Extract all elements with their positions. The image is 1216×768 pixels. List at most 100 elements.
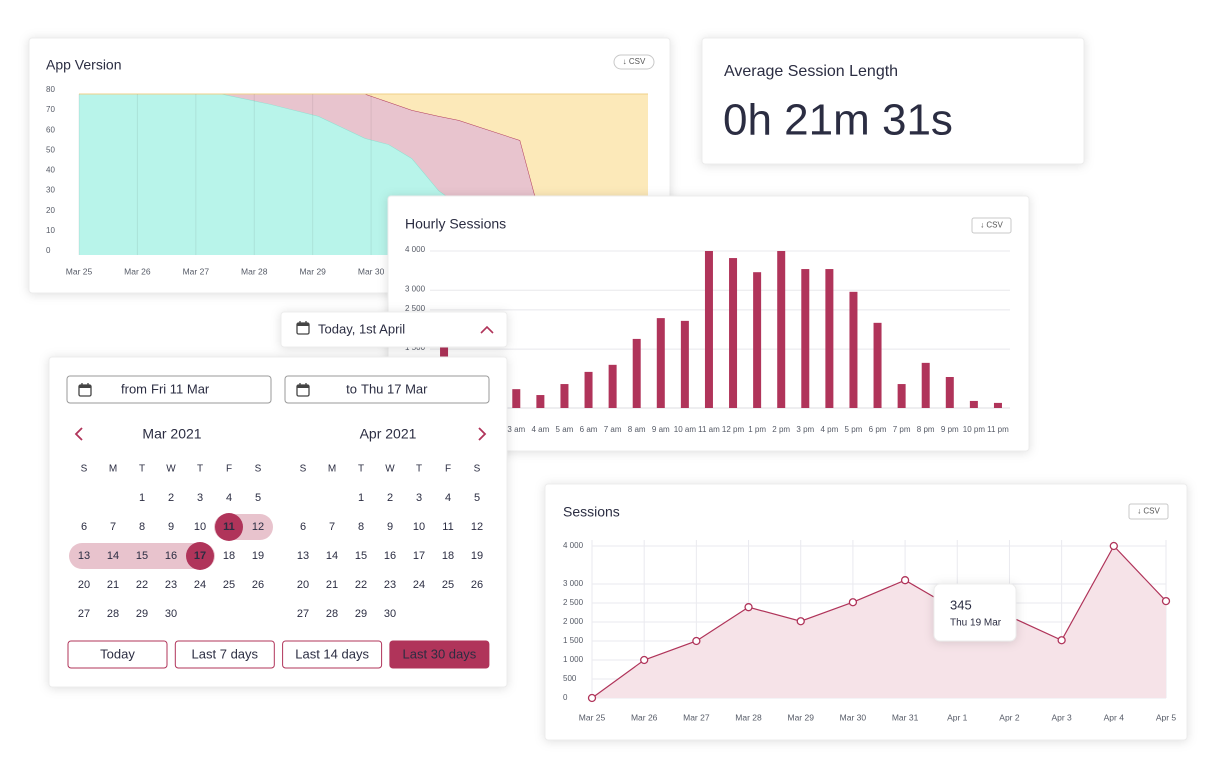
day[interactable]: 5 [255, 492, 261, 504]
day[interactable]: 2 [387, 492, 393, 504]
day[interactable]: 3 [197, 492, 203, 504]
day[interactable]: 28 [107, 608, 119, 620]
day[interactable]: 25 [223, 579, 235, 591]
day[interactable]: 26 [471, 579, 483, 591]
day[interactable]: 7 [329, 521, 335, 533]
day[interactable]: 22 [355, 579, 367, 591]
bar [921, 362, 930, 408]
point [900, 576, 910, 585]
preset-button[interactable] [174, 640, 275, 669]
day[interactable]: 3 [416, 492, 422, 504]
day[interactable]: 8 [139, 521, 145, 533]
point [692, 636, 701, 646]
bar [897, 384, 906, 408]
day[interactable]: 11 [442, 521, 453, 533]
day[interactable]: 20 [78, 579, 90, 591]
preset-button[interactable] [282, 640, 383, 669]
day[interactable]: 21 [326, 579, 338, 591]
day[interactable]: 18 [223, 550, 235, 562]
csv-button-label[interactable]: ↓ CSV [623, 57, 646, 66]
preset-button-label[interactable]: Last 14 days [295, 646, 369, 661]
day[interactable]: 5 [474, 492, 480, 504]
next-month[interactable] [478, 427, 487, 441]
day[interactable]: 21 [107, 579, 119, 591]
day[interactable]: 7 [110, 521, 116, 533]
day[interactable]: 25 [442, 579, 454, 591]
selected-day[interactable] [215, 513, 243, 541]
day[interactable]: 27 [297, 608, 309, 620]
day[interactable]: 27 [78, 608, 90, 620]
day[interactable]: 26 [252, 579, 264, 591]
day[interactable]: 23 [384, 579, 396, 591]
day[interactable]: 1 [139, 492, 145, 504]
day[interactable]: 30 [165, 608, 177, 620]
day[interactable]: 4 [226, 492, 232, 504]
weekday: W [166, 464, 176, 475]
day[interactable]: 15 [136, 550, 148, 562]
day[interactable]: 20 [297, 579, 309, 591]
x-tick-label: Mar 28 [735, 712, 762, 722]
day[interactable]: 29 [136, 608, 148, 620]
day[interactable]: 17 [413, 550, 425, 562]
preset-button-label[interactable]: Today [100, 646, 135, 661]
csv-button[interactable] [1128, 503, 1169, 520]
area [592, 546, 1166, 698]
day[interactable]: 10 [194, 521, 206, 533]
day[interactable]: 12 [252, 521, 264, 533]
chart-title: Sessions [563, 504, 620, 520]
day[interactable]: 14 [107, 550, 119, 562]
day[interactable]: 29 [355, 608, 367, 620]
day[interactable]: 13 [297, 550, 309, 562]
day[interactable]: 16 [384, 550, 396, 562]
day[interactable]: 24 [413, 579, 425, 591]
day[interactable]: 13 [78, 550, 90, 562]
day[interactable]: 28 [326, 608, 338, 620]
chart-title: App Version [46, 57, 122, 73]
date-selector-label[interactable]: Today, 1st April [318, 321, 405, 336]
x-tick-label: 9 pm [941, 425, 959, 434]
card: Sessions ↓ CSV 0 500 1 000 1 500 2 000 2 500 3 0… [544, 483, 1188, 741]
date-input[interactable] [284, 375, 490, 404]
selected-day[interactable] [186, 542, 214, 570]
day[interactable]: 6 [300, 521, 306, 533]
preset-button-label[interactable]: Last 30 days [403, 646, 477, 661]
day[interactable]: 2 [168, 492, 174, 504]
day[interactable]: 16 [165, 550, 177, 562]
day[interactable]: 19 [471, 550, 483, 562]
day[interactable]: 8 [358, 521, 364, 533]
x-tick-label: Mar 27 [683, 712, 710, 722]
day[interactable]: 22 [136, 579, 148, 591]
day[interactable]: 19 [252, 550, 264, 562]
csv-button-label[interactable]: ↓ CSV [980, 221, 1003, 230]
day[interactable]: 1 [358, 492, 364, 504]
preset-button[interactable] [67, 640, 168, 669]
csv-button-label[interactable]: ↓ CSV [1137, 507, 1160, 516]
day[interactable]: 11 [223, 521, 235, 533]
date-input[interactable] [66, 375, 272, 404]
day[interactable]: 9 [387, 521, 393, 533]
preset-button-label[interactable]: Last 7 days [192, 646, 259, 661]
day[interactable]: 12 [471, 521, 483, 533]
csv-button[interactable] [613, 54, 655, 70]
day[interactable]: 14 [326, 550, 338, 562]
previous-month[interactable] [74, 427, 83, 441]
weekday: W [385, 464, 395, 475]
day[interactable]: 23 [165, 579, 177, 591]
bar [801, 269, 810, 408]
day[interactable]: 9 [168, 521, 174, 533]
date-selector[interactable]: Today, 1st April [280, 311, 508, 348]
x-tick-label: Mar 29 [299, 266, 326, 276]
day[interactable]: 10 [413, 521, 425, 533]
day[interactable]: 15 [355, 550, 367, 562]
day[interactable]: 4 [445, 492, 451, 504]
day[interactable]: 30 [384, 608, 396, 620]
day[interactable]: 6 [81, 521, 87, 533]
preset-button[interactable] [389, 640, 490, 669]
csv-button[interactable] [971, 217, 1012, 234]
day[interactable]: 24 [194, 579, 206, 591]
chevron-up[interactable] [480, 325, 494, 334]
date-selector-background[interactable] [280, 311, 508, 348]
day[interactable]: 17 [194, 550, 206, 562]
day[interactable]: 18 [442, 550, 454, 562]
y-tick-label: 2 500 [563, 598, 584, 607]
